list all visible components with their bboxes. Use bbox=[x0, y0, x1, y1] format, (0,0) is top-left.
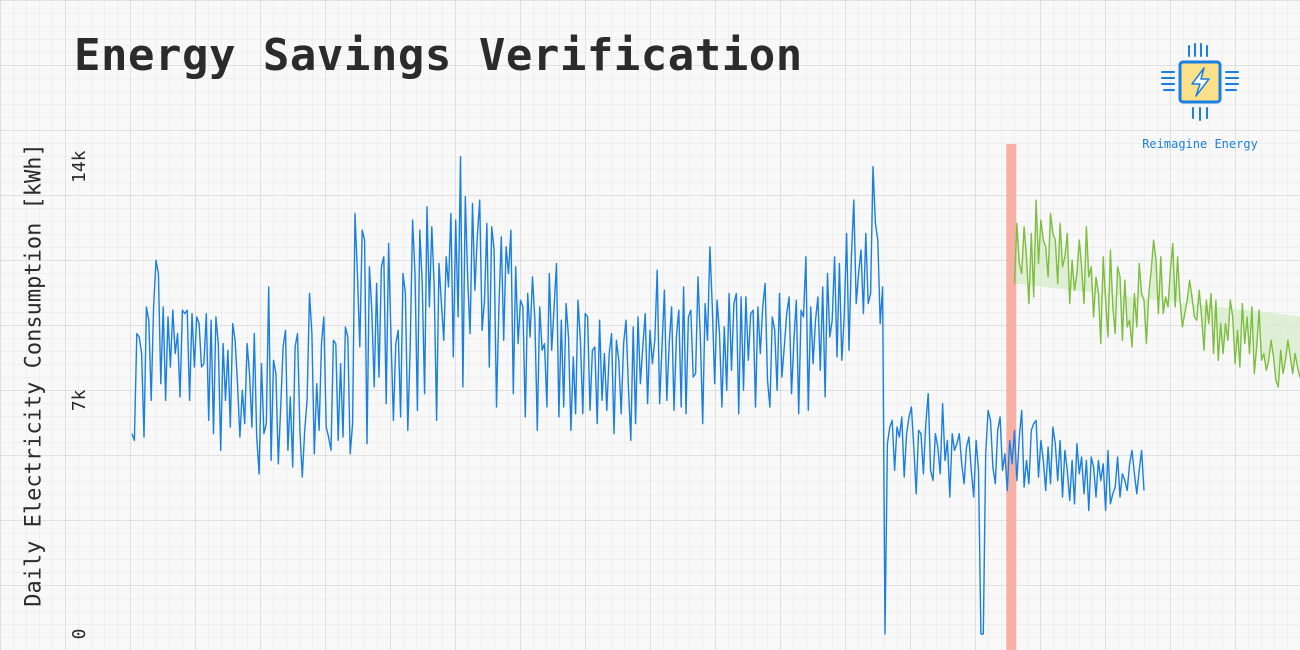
baseline-series-line bbox=[1013, 199, 1300, 388]
page-title: Energy Savings Verification bbox=[74, 30, 803, 81]
logo-text: Reimagine Energy bbox=[1142, 137, 1258, 151]
chip-lightning-icon bbox=[1161, 43, 1239, 121]
y-tick-label: 0 bbox=[69, 629, 90, 640]
actual-series-line bbox=[131, 155, 1145, 635]
y-tick-label: 7k bbox=[69, 389, 90, 411]
y-tick-label: 14k bbox=[69, 150, 90, 183]
intervention-marker bbox=[1006, 144, 1017, 650]
brand-logo: Reimagine Energy bbox=[1120, 38, 1280, 158]
